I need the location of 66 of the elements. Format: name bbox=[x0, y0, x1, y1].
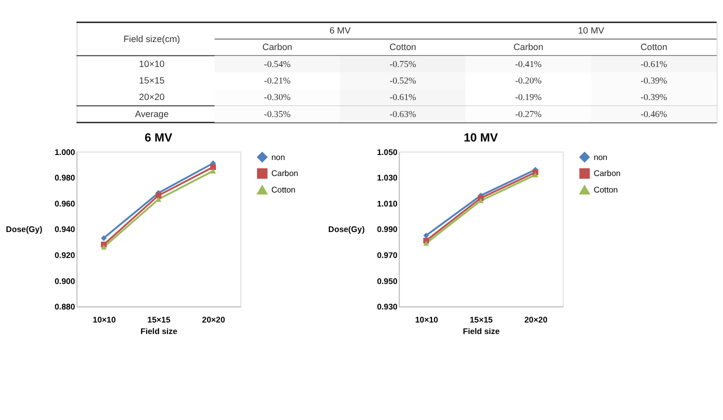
legend-label: Carbon bbox=[594, 169, 621, 178]
legend-label: Cotton bbox=[271, 186, 296, 195]
y-tick-label: 0.960 bbox=[54, 199, 76, 208]
chart-title: 10 MV bbox=[464, 130, 498, 145]
chart-title: 6 MV bbox=[144, 130, 172, 145]
y-tick-label: 0.900 bbox=[54, 276, 76, 286]
y-tick-label: 0.880 bbox=[54, 302, 76, 312]
data-label: -0.52% bbox=[390, 75, 417, 86]
x-tick-label: 10×10 bbox=[415, 315, 439, 324]
data-label: -0.39% bbox=[640, 75, 668, 86]
legend-label: Carbon bbox=[271, 169, 299, 178]
text: 6 MV bbox=[329, 25, 352, 36]
x-tick-label: 20×20 bbox=[202, 315, 226, 324]
y-tick-label: 0.980 bbox=[54, 174, 76, 183]
y-tick-label: 0.970 bbox=[376, 251, 398, 260]
x-tick-label: 15×15 bbox=[470, 315, 494, 324]
x-tick-label: 10×10 bbox=[92, 315, 116, 324]
y-tick-label: 0.940 bbox=[54, 225, 76, 234]
y-tick-label: 0.920 bbox=[54, 251, 76, 260]
legend-label: non bbox=[271, 152, 286, 162]
y-tick-label: 15×15 bbox=[139, 75, 165, 86]
y-tick-label: 1.030 bbox=[376, 174, 398, 183]
x-tick-label: Carbon bbox=[262, 42, 292, 52]
y-tick-label: 0.930 bbox=[376, 302, 398, 312]
data-label: -0.61% bbox=[390, 92, 417, 102]
data-label: -0.39% bbox=[640, 92, 668, 102]
y-tick-label: 10×10 bbox=[139, 58, 165, 69]
y-tick-label: 0.950 bbox=[376, 276, 398, 286]
y-axis-title: Dose(Gy) bbox=[6, 225, 43, 234]
data-label: -0.20% bbox=[515, 75, 542, 86]
y-tick-label: 20×20 bbox=[139, 92, 165, 102]
y-tick-label: 1.000 bbox=[54, 148, 76, 157]
y-axis-title: Dose(Gy) bbox=[328, 225, 365, 234]
point bbox=[100, 244, 107, 250]
text: 10 MV bbox=[578, 25, 606, 36]
point bbox=[423, 232, 430, 238]
x-tick-label: 15×15 bbox=[147, 315, 171, 324]
data-label: -0.46% bbox=[640, 108, 668, 119]
x-tick-label: Cotton bbox=[389, 42, 416, 52]
data-label: -0.27% bbox=[515, 108, 542, 119]
data-label: -0.35% bbox=[264, 108, 291, 119]
legend-label: non bbox=[594, 152, 608, 162]
x-tick-label: Carbon bbox=[513, 42, 544, 52]
point bbox=[210, 164, 216, 170]
y-tick-label: 1.050 bbox=[376, 148, 398, 157]
x-tick-label: 20×20 bbox=[524, 315, 548, 324]
y-tick-label: Average bbox=[134, 108, 169, 119]
point bbox=[532, 172, 538, 178]
point bbox=[210, 168, 216, 174]
data-label: -0.41% bbox=[515, 58, 542, 69]
x-axis-title: Field size bbox=[462, 327, 500, 336]
x-axis-title: Field size bbox=[140, 327, 178, 336]
x-tick-label: Cotton bbox=[640, 42, 668, 52]
data-label: -0.61% bbox=[640, 58, 668, 69]
data-label: -0.75% bbox=[390, 58, 417, 69]
legend-label: Cotton bbox=[594, 186, 618, 195]
y-tick-label: 1.010 bbox=[376, 199, 398, 208]
data-label: -0.30% bbox=[264, 92, 291, 102]
y-tick-label: 0.990 bbox=[376, 225, 398, 234]
text: Field size(cm) bbox=[124, 34, 180, 44]
point bbox=[156, 192, 162, 198]
data-label: -0.54% bbox=[264, 58, 291, 69]
data-label: -0.63% bbox=[390, 108, 417, 119]
data-label: -0.21% bbox=[264, 75, 291, 86]
point bbox=[100, 235, 107, 241]
data-label: -0.19% bbox=[515, 92, 542, 102]
